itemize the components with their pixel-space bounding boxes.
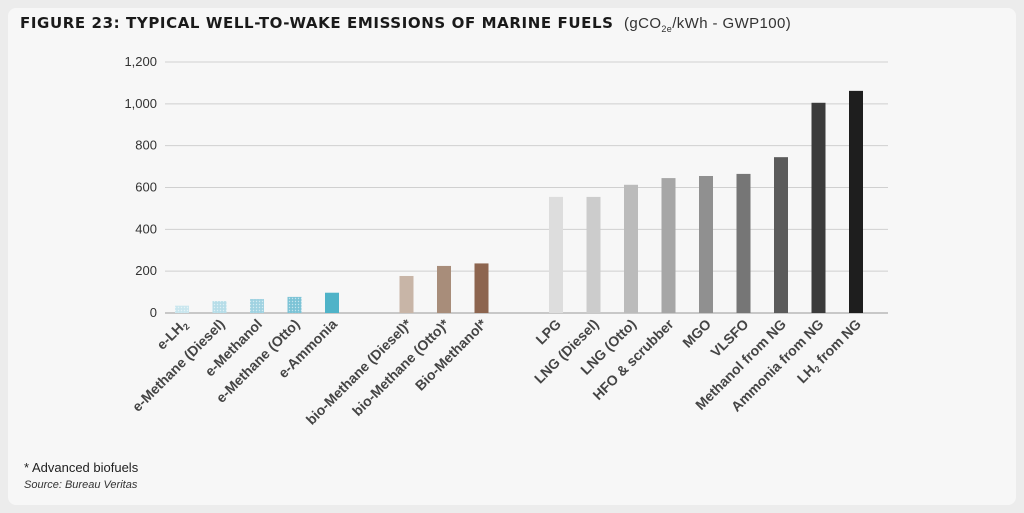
bar [811, 102, 826, 313]
x-tick-label: LPG [532, 316, 564, 348]
bar [399, 275, 414, 313]
bar [849, 90, 863, 314]
y-tick-label: 1,000 [124, 96, 157, 111]
bar [699, 175, 713, 313]
y-tick-label: 1,200 [124, 54, 157, 69]
y-tick-label: 0 [150, 305, 157, 320]
bar [736, 173, 751, 313]
bar-texture [287, 296, 302, 313]
bar [325, 292, 339, 313]
bar-texture [175, 305, 189, 313]
bar [586, 196, 601, 313]
y-tick-label: 800 [135, 138, 157, 153]
chart-unit: (gCO2e/kWh - GWP100) [623, 15, 792, 34]
chart-title: FIGURE 23: TYPICAL WELL-TO-WAKE EMISSION… [20, 14, 791, 34]
bar [549, 196, 563, 313]
bar-texture [250, 298, 264, 313]
y-tick-label: 200 [135, 263, 157, 278]
bar [661, 178, 676, 313]
footnote: * Advanced biofuels [24, 460, 139, 475]
bar [774, 157, 788, 313]
y-tick-label: 600 [135, 180, 157, 195]
source-note: Source: Bureau Veritas [24, 479, 138, 491]
x-tick-label: MGO [679, 316, 714, 351]
bar-texture [212, 301, 227, 313]
chart-title-main: FIGURE 23: TYPICAL WELL-TO-WAKE EMISSION… [20, 14, 614, 32]
bar [624, 184, 638, 313]
y-tick-label: 400 [135, 221, 157, 236]
bar [474, 263, 489, 313]
figure-panel [8, 8, 1016, 505]
bar [437, 265, 451, 313]
